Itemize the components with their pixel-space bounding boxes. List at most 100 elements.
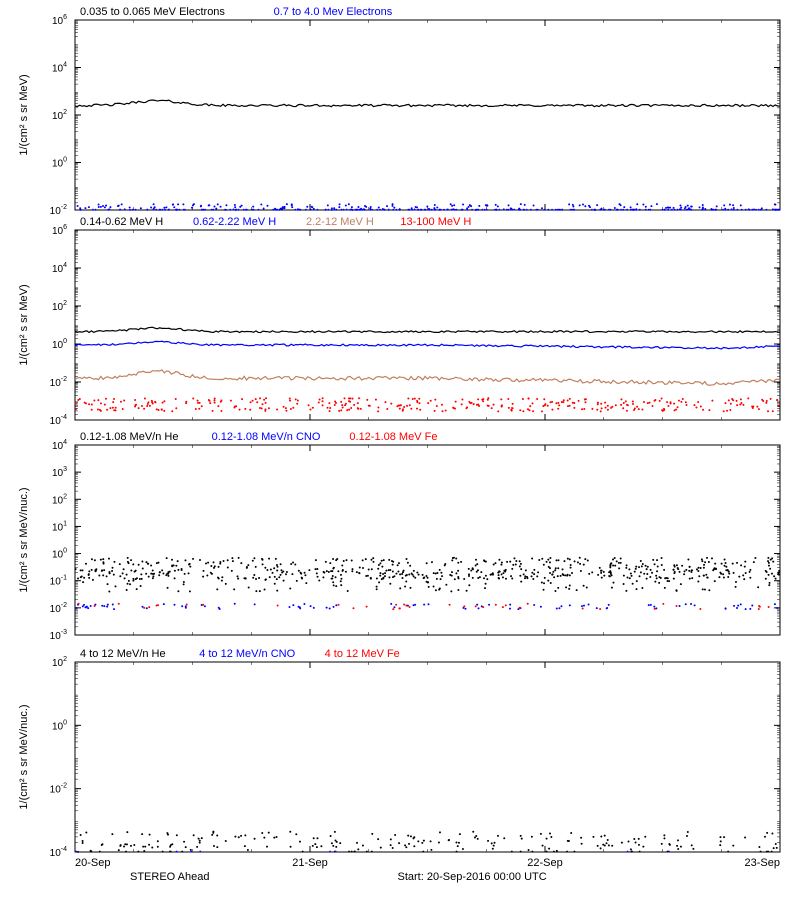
data-point	[533, 569, 535, 571]
ytick-label: 10-2	[50, 204, 67, 217]
data-point	[329, 851, 331, 853]
data-point	[428, 586, 430, 588]
data-point	[129, 209, 131, 211]
data-point	[319, 399, 321, 401]
data-point	[389, 583, 391, 585]
data-point	[478, 607, 480, 609]
data-point	[546, 838, 548, 840]
data-point	[471, 402, 473, 404]
data-point	[501, 405, 503, 407]
data-point	[626, 564, 628, 566]
data-point	[241, 205, 243, 207]
data-point	[195, 408, 197, 410]
data-point	[554, 590, 556, 592]
legend-item: 0.12-1.08 MeV/n CNO	[212, 431, 321, 443]
data-point	[705, 574, 707, 576]
data-point	[105, 204, 107, 206]
data-point	[108, 558, 110, 560]
data-point	[112, 567, 114, 569]
data-point	[569, 398, 571, 400]
data-point	[175, 398, 177, 400]
data-point	[343, 560, 345, 562]
data-point	[749, 608, 751, 610]
data-point	[272, 209, 274, 211]
data-point	[600, 572, 602, 574]
data-point	[441, 575, 443, 577]
data-point	[596, 607, 598, 609]
data-point	[332, 581, 334, 583]
data-point	[175, 209, 177, 211]
data-point	[398, 842, 400, 844]
plot-frame	[75, 230, 780, 420]
data-point	[106, 606, 108, 608]
data-point	[466, 590, 468, 592]
data-point	[519, 409, 521, 411]
data-point	[392, 608, 394, 610]
data-point	[200, 205, 202, 207]
data-point	[524, 575, 526, 577]
data-point	[220, 206, 222, 208]
data-point	[663, 569, 665, 571]
data-point	[708, 589, 710, 591]
data-point	[220, 400, 222, 402]
data-point	[533, 573, 535, 575]
data-point	[515, 560, 517, 562]
data-point	[515, 563, 517, 565]
data-point	[528, 398, 530, 400]
data-point	[140, 207, 142, 209]
data-point	[678, 400, 680, 402]
data-point	[475, 835, 477, 837]
data-point	[554, 569, 556, 571]
data-point	[639, 851, 641, 853]
data-point	[460, 561, 462, 563]
data-point	[549, 833, 551, 835]
data-point	[583, 564, 585, 566]
data-point	[531, 851, 533, 853]
data-point	[698, 567, 700, 569]
data-point	[390, 838, 392, 840]
data-point	[130, 845, 132, 847]
data-point	[636, 588, 638, 590]
data-point	[480, 571, 482, 573]
data-point	[520, 851, 522, 853]
data-point	[351, 570, 353, 572]
data-point	[745, 209, 747, 211]
data-line	[75, 341, 780, 349]
data-point	[344, 397, 346, 399]
data-point	[631, 851, 633, 853]
data-point	[100, 206, 102, 208]
data-point	[320, 845, 322, 847]
data-point	[410, 408, 412, 410]
data-point	[557, 567, 559, 569]
data-point	[642, 204, 644, 206]
data-point	[145, 561, 147, 563]
data-point	[485, 575, 487, 577]
data-point	[151, 400, 153, 402]
data-point	[141, 405, 143, 407]
data-point	[702, 204, 704, 206]
data-point	[641, 565, 643, 567]
data-point	[397, 570, 399, 572]
data-point	[357, 407, 359, 409]
data-point	[404, 585, 406, 587]
data-point	[483, 577, 485, 579]
data-point	[388, 559, 390, 561]
data-point	[723, 576, 725, 578]
data-point	[231, 557, 233, 559]
xtick-label: 22-Sep	[527, 857, 562, 869]
data-point	[280, 569, 282, 571]
data-point	[388, 569, 390, 571]
data-point	[148, 844, 150, 846]
data-point	[714, 580, 716, 582]
data-point	[428, 603, 430, 605]
data-point	[744, 566, 746, 568]
data-point	[77, 577, 79, 579]
data-point	[124, 577, 126, 579]
data-point	[156, 605, 158, 607]
data-point	[192, 204, 194, 206]
data-point	[745, 608, 747, 610]
data-point	[91, 569, 93, 571]
data-point	[171, 410, 173, 412]
data-point	[455, 842, 457, 844]
data-point	[234, 603, 236, 605]
